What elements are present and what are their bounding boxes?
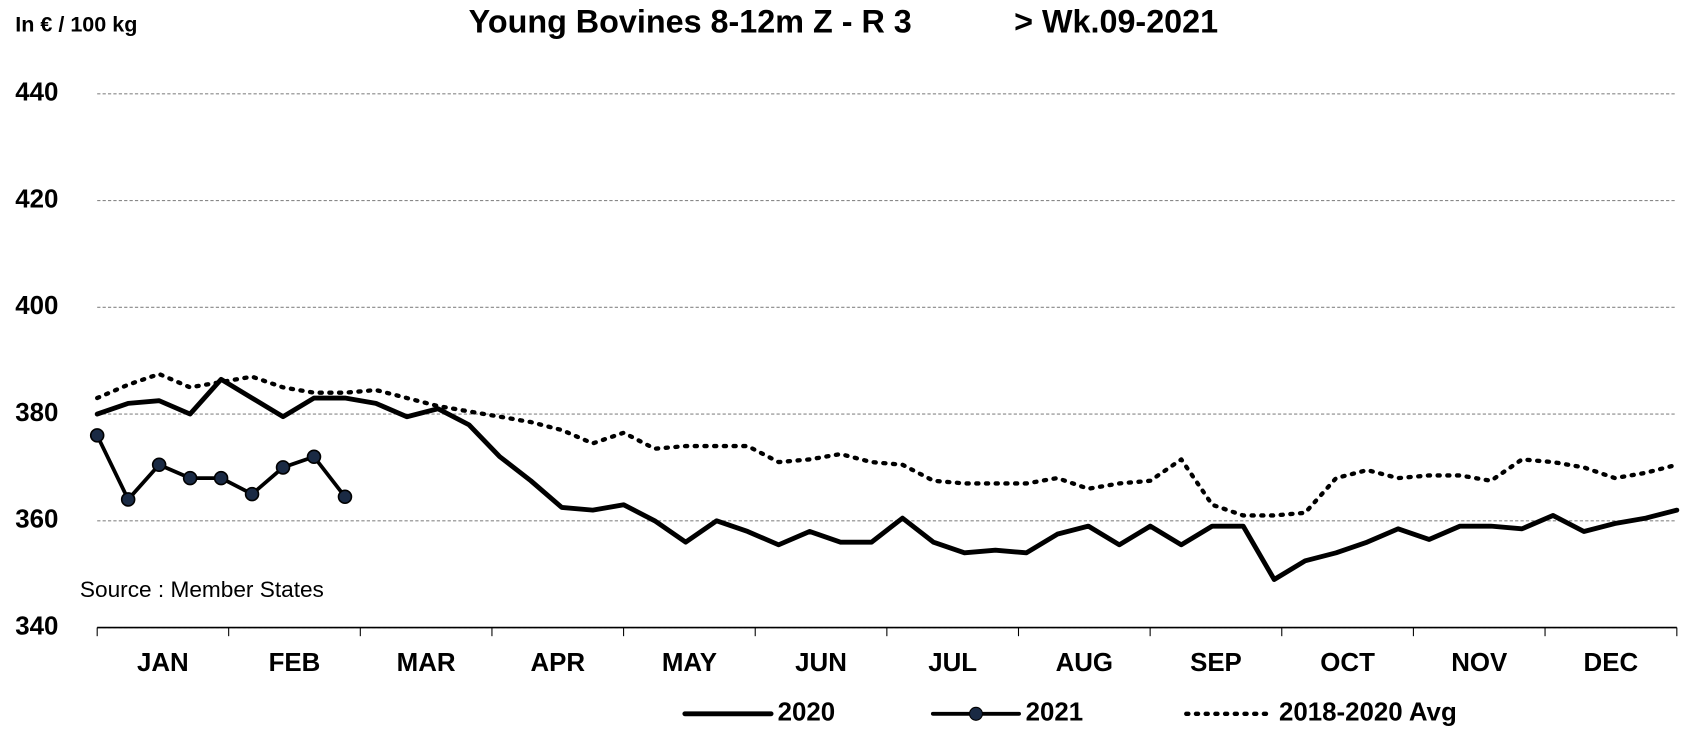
y-tick-label: 420 bbox=[15, 185, 58, 213]
legend-marker bbox=[968, 706, 983, 721]
point-marker bbox=[306, 449, 322, 465]
x-tick-label: JAN bbox=[137, 649, 189, 677]
y-tick-label: 360 bbox=[15, 506, 58, 534]
y-tick-label: 440 bbox=[15, 79, 58, 107]
x-tick-label: JUN bbox=[795, 649, 847, 677]
x-tick-label: NOV bbox=[1451, 649, 1508, 677]
y-tick-label: 380 bbox=[15, 399, 58, 427]
series-line bbox=[95, 371, 1679, 518]
x-tick-label: AUG bbox=[1056, 649, 1113, 677]
x-tick-label: MAR bbox=[397, 649, 456, 677]
series-line bbox=[94, 376, 1680, 582]
legend-label: 2021 bbox=[1026, 699, 1084, 727]
y-axis-unit: In € / 100 kg bbox=[15, 12, 137, 37]
point-marker bbox=[275, 460, 291, 475]
point-marker bbox=[182, 470, 198, 486]
chart-title: Young Bovines 8-12m Z - R 3 bbox=[469, 3, 912, 39]
x-tick-label: DEC bbox=[1584, 649, 1639, 677]
y-tick-label: 340 bbox=[15, 612, 58, 640]
x-tick-label: OCT bbox=[1320, 649, 1375, 677]
legend-label: 2018-2020 Avg bbox=[1279, 699, 1457, 727]
source-note: Source : Member States bbox=[80, 577, 324, 602]
x-tick-label: FEB bbox=[269, 649, 321, 677]
x-tick-label: JUL bbox=[928, 649, 977, 677]
x-tick-label: MAY bbox=[662, 649, 717, 677]
x-tick-label: SEP bbox=[1190, 649, 1242, 677]
point-marker bbox=[151, 457, 167, 473]
y-tick-label: 400 bbox=[15, 292, 58, 320]
x-tick-label: APR bbox=[530, 649, 585, 677]
point-marker bbox=[213, 470, 229, 486]
chart-subtitle: > Wk.09-2021 bbox=[1014, 3, 1218, 39]
series-line bbox=[95, 433, 347, 502]
point-marker bbox=[89, 428, 105, 443]
point-marker bbox=[120, 492, 136, 507]
point-marker bbox=[244, 486, 260, 502]
legend-label: 2020 bbox=[778, 699, 836, 727]
point-marker bbox=[337, 489, 353, 505]
